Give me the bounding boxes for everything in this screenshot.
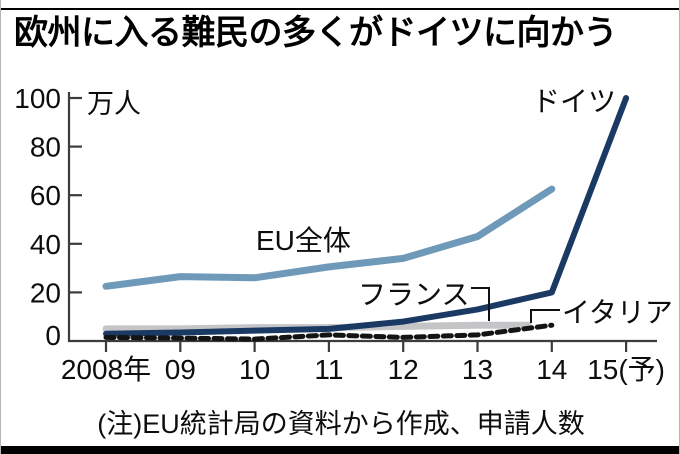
bottom-bar: [1, 446, 679, 454]
x-axis-tick-label: 14: [536, 354, 567, 385]
y-axis-unit-label: 万人: [87, 89, 141, 119]
chart-title: 欧州に入る難民の多くがドイツに向かう: [14, 14, 618, 52]
y-axis-tick-label: 40: [30, 229, 61, 260]
y-axis-tick-label: 60: [30, 180, 61, 211]
series-label-ドイツ: ドイツ: [532, 86, 616, 117]
y-axis-tick-label: 80: [30, 132, 61, 163]
series-label-イタリア: イタリア: [562, 297, 673, 328]
x-axis-tick-label: 11: [314, 354, 343, 385]
series-line-EU全体: [102, 185, 556, 290]
x-axis-tick-label: 12: [388, 354, 419, 385]
series-label-EU全体: EU全体: [256, 225, 351, 256]
series-line-イタリア: [103, 322, 555, 342]
top-rule: [1, 8, 679, 10]
y-axis-tick-label: 20: [30, 277, 61, 308]
france-callout-line: [471, 287, 490, 321]
italy-callout-line: [530, 309, 560, 323]
series-line-ドイツ: [103, 95, 630, 337]
source-note: (注)EU統計局の資料から作成、申請人数: [97, 409, 585, 439]
x-axis-tick-label: 10: [239, 354, 270, 385]
x-axis-tick-label: 2008年: [61, 354, 151, 385]
x-axis-tick-label: 09: [165, 354, 196, 385]
x-axis-tick-label: 15(予): [587, 354, 665, 385]
axes: [67, 92, 657, 343]
y-axis-tick-label: 100: [14, 83, 61, 114]
series-label-フランス: フランス: [358, 279, 469, 310]
y-axis-tick-label: 0: [45, 320, 61, 351]
x-axis-tick-label: 13: [462, 354, 493, 385]
